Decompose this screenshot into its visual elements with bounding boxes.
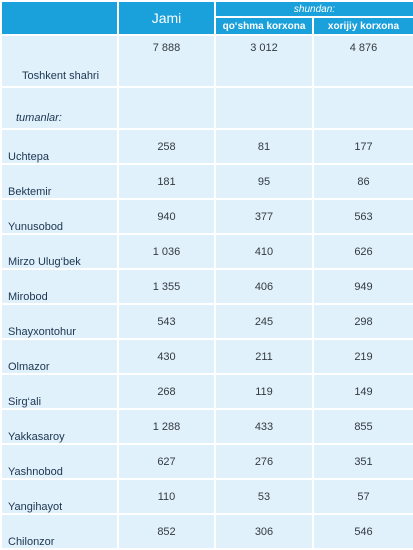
- cell-total: 268: [117, 373, 216, 410]
- table-row: Olmazor 430 211 219: [0, 338, 413, 375]
- row-name: Yashnobod: [0, 443, 119, 480]
- table-row: Yangihayot 110 53 57: [0, 478, 413, 515]
- row-name: Mirobod: [0, 268, 119, 305]
- cell-joint: 211: [214, 338, 314, 375]
- row-name: Yakkasaroy: [0, 408, 119, 445]
- cell-total: 543: [117, 303, 216, 340]
- section-empty-cell: [312, 86, 413, 130]
- table-row-city: Toshkent shahri 7 888 3 012 4 876: [0, 34, 413, 88]
- row-name: Sirg‘ali: [0, 373, 119, 410]
- cell-foreign: 86: [312, 163, 413, 200]
- cell-foreign: 563: [312, 198, 413, 235]
- header-foreign: xorijiy korxona: [312, 16, 413, 36]
- table-row: Chilonzor 852 306 546: [0, 513, 413, 550]
- cell-total: 430: [117, 338, 216, 375]
- cell-joint: 53: [214, 478, 314, 515]
- cell-total: 110: [117, 478, 216, 515]
- table-row: Mirzo Ulug‘bek 1 036 410 626: [0, 233, 413, 270]
- cell-total: 852: [117, 513, 216, 550]
- cell-foreign: 855: [312, 408, 413, 445]
- row-name: Uchtepa: [0, 128, 119, 165]
- row-name: Bektemir: [0, 163, 119, 200]
- cell-total: 1 288: [117, 408, 216, 445]
- cell-joint: 306: [214, 513, 314, 550]
- section-empty-cell: [214, 86, 314, 130]
- cell-total: 940: [117, 198, 216, 235]
- cell-joint: 3 012: [214, 34, 314, 88]
- cell-foreign: 298: [312, 303, 413, 340]
- row-name: Toshkent shahri: [0, 34, 119, 88]
- cell-foreign: 4 876: [312, 34, 413, 88]
- table-row: Bektemir 181 95 86: [0, 163, 413, 200]
- cell-joint: 433: [214, 408, 314, 445]
- row-name: Chilonzor: [0, 513, 119, 550]
- cell-joint: 406: [214, 268, 314, 305]
- table-row: Uchtepa 258 81 177: [0, 128, 413, 165]
- table-row: Shayxontohur 543 245 298: [0, 303, 413, 340]
- table-row: Mirobod 1 355 406 949: [0, 268, 413, 305]
- section-label: tumanlar:: [0, 86, 119, 130]
- table-row: Yunusobod 940 377 563: [0, 198, 413, 235]
- table-row: Yakkasaroy 1 288 433 855: [0, 408, 413, 445]
- cell-joint: 119: [214, 373, 314, 410]
- header-corner: [0, 0, 119, 36]
- row-name: Olmazor: [0, 338, 119, 375]
- cell-joint: 377: [214, 198, 314, 235]
- row-name: Mirzo Ulug‘bek: [0, 233, 119, 270]
- cell-foreign: 351: [312, 443, 413, 480]
- cell-joint: 410: [214, 233, 314, 270]
- cell-total: 258: [117, 128, 216, 165]
- row-name: Yangihayot: [0, 478, 119, 515]
- section-empty-cell: [117, 86, 216, 130]
- header-total: Jami: [117, 0, 216, 36]
- cell-foreign: 949: [312, 268, 413, 305]
- cell-total: 1 355: [117, 268, 216, 305]
- cell-joint: 81: [214, 128, 314, 165]
- cell-foreign: 57: [312, 478, 413, 515]
- cell-foreign: 626: [312, 233, 413, 270]
- cell-joint: 245: [214, 303, 314, 340]
- cell-total: 1 036: [117, 233, 216, 270]
- table-row: Yashnobod 627 276 351: [0, 443, 413, 480]
- cell-total: 627: [117, 443, 216, 480]
- cell-foreign: 177: [312, 128, 413, 165]
- row-name: Shayxontohur: [0, 303, 119, 340]
- header-joint: qo‘shma korxona: [214, 16, 314, 36]
- header-of-which: shundan:: [214, 0, 413, 18]
- row-name: Yunusobod: [0, 198, 119, 235]
- table-row: Sirg‘ali 268 119 149: [0, 373, 413, 410]
- table-row-section: tumanlar:: [0, 86, 413, 130]
- cell-foreign: 149: [312, 373, 413, 410]
- cell-joint: 276: [214, 443, 314, 480]
- cell-joint: 95: [214, 163, 314, 200]
- cell-total: 181: [117, 163, 216, 200]
- cell-foreign: 219: [312, 338, 413, 375]
- cell-foreign: 546: [312, 513, 413, 550]
- cell-total: 7 888: [117, 34, 216, 88]
